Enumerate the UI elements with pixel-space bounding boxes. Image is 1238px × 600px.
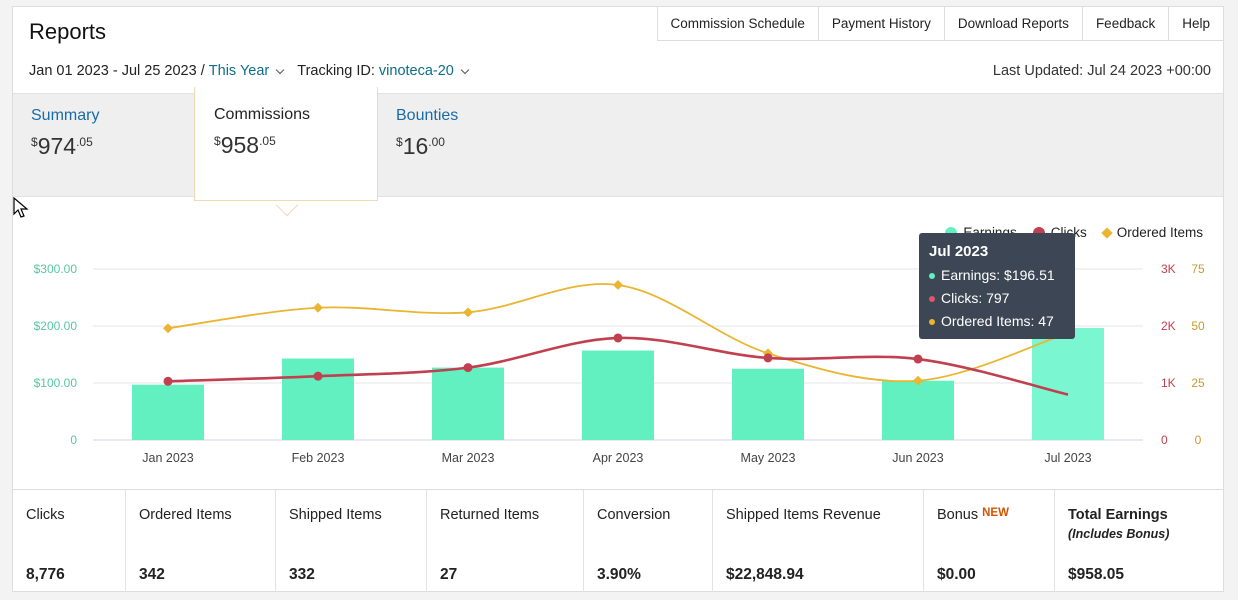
metric-ordered-items: Ordered Items 342 [126,490,276,592]
tracking-id-label: Tracking ID: [297,63,375,79]
metric-total-earnings: Total Earnings (Includes Bonus) $958.05 [1068,507,1170,583]
summary-tab[interactable]: Summary $974.05 [31,107,99,160]
filter-bar: Jan 01 2023 - Jul 25 2023 / This Year Tr… [29,63,482,79]
y-right1-tick-label: 1K [1161,376,1176,390]
y-left-tick-label: 0 [70,433,77,447]
metric-bonus: Bonus NEW $0.00 [924,490,1055,592]
tooltip-ordered-items: Ordered Items: 47 [929,310,1065,333]
point-ordered-items [613,280,623,290]
mouse-cursor-icon [13,197,29,218]
bar-earnings [282,358,354,440]
reports-card: Reports Commission Schedule Payment Hist… [12,6,1224,592]
summary-label: Summary [31,107,100,124]
y-left-tick-label: $300.00 [34,262,78,276]
point-ordered-items [313,302,323,313]
tooltip-title: Jul 2023 [929,243,989,260]
y-left-tick-label: $200.00 [34,319,78,333]
point-clicks [763,353,773,363]
bounties-amount: $16.00 [396,133,445,159]
point-ordered-items [163,323,173,334]
download-reports-button[interactable]: Download Reports [944,7,1083,41]
summary-amount: $974.05 [31,133,93,159]
commissions-label: Commissions [214,106,311,123]
top-nav: Commission Schedule Payment History Down… [656,7,1223,41]
metric-shipped-items: Shipped Items 332 [276,490,427,592]
x-tick-label: Apr 2023 [593,451,644,465]
y-right2-tick-label: 25 [1191,376,1205,390]
x-tick-label: Jan 2023 [142,451,193,465]
metric-shipped-items-revenue: Shipped Items Revenue $22,848.94 [713,490,924,592]
metric-clicks: Clicks 8,776 [13,490,126,592]
x-tick-label: Jul 2023 [1044,451,1091,465]
payment-history-button[interactable]: Payment History [818,7,945,41]
point-clicks [313,371,323,381]
feedback-button[interactable]: Feedback [1082,7,1170,41]
x-tick-label: May 2023 [741,451,796,465]
help-button[interactable]: Help [1169,7,1223,41]
bar-earnings [732,368,804,440]
chart-tooltip: Jul 2023 Earnings: $196.51 Clicks: 797 O… [919,233,1075,339]
x-tick-label: Mar 2023 [442,451,495,465]
new-badge: NEW [982,507,1009,519]
point-ordered-items [913,375,923,386]
bounties-tab[interactable]: Bounties $16.00 [396,107,458,160]
y-right2-tick-label: 50 [1191,319,1205,333]
y-right2-tick-label: 75 [1191,262,1205,276]
tracking-id-dropdown[interactable]: vinoteca-20 [378,63,454,79]
legend-ordered-items[interactable]: Ordered Items [1101,225,1203,240]
chevron-down-icon[interactable] [460,65,470,74]
x-tick-label: Jun 2023 [892,451,943,465]
y-right1-tick-label: 3K [1161,262,1176,276]
point-clicks [163,376,173,386]
earnings-chart: 0 $100.00 $200.00 $300.00 0 1K 2K 3K 0 25 50 75 Jan … [13,197,1223,489]
tooltip-earnings: Earnings: $196.51 [929,264,1065,287]
page-title: Reports [29,19,107,44]
bar-earnings [582,350,654,440]
bar-earnings [882,380,954,440]
y-left-tick-label: $100.00 [34,376,78,390]
commissions-tab[interactable]: Commissions $958.05 [194,87,378,201]
chevron-down-icon[interactable] [276,65,285,74]
bar-earnings [1032,327,1104,440]
point-ordered-items [463,307,473,318]
bounties-label: Bounties [396,107,459,124]
tooltip-clicks: Clicks: 797 [929,287,1065,310]
period-dropdown[interactable]: This Year [208,63,270,79]
commission-schedule-button[interactable]: Commission Schedule [657,7,819,41]
y-right1-tick-label: 2K [1161,319,1176,333]
date-range: Jan 01 2023 - Jul 25 2023 / [29,63,205,79]
point-clicks [613,333,623,343]
metric-returned-items: Returned Items 27 [427,490,584,592]
point-clicks [463,363,473,373]
commissions-amount: $958.05 [214,132,276,158]
x-tick-label: Feb 2023 [292,451,345,465]
metric-conversion: Conversion 3.90% [584,490,713,592]
bar-earnings [432,367,504,440]
y-right1-tick-label: 0 [1161,433,1168,447]
y-right2-tick-label: 0 [1195,433,1202,447]
metrics-row: Clicks 8,776 Ordered Items 342 Shipped I… [13,489,1223,592]
point-clicks [913,354,923,364]
bar-earnings [132,384,204,440]
last-updated: Last Updated: Jul 24 2023 +00:00 [992,63,1211,79]
